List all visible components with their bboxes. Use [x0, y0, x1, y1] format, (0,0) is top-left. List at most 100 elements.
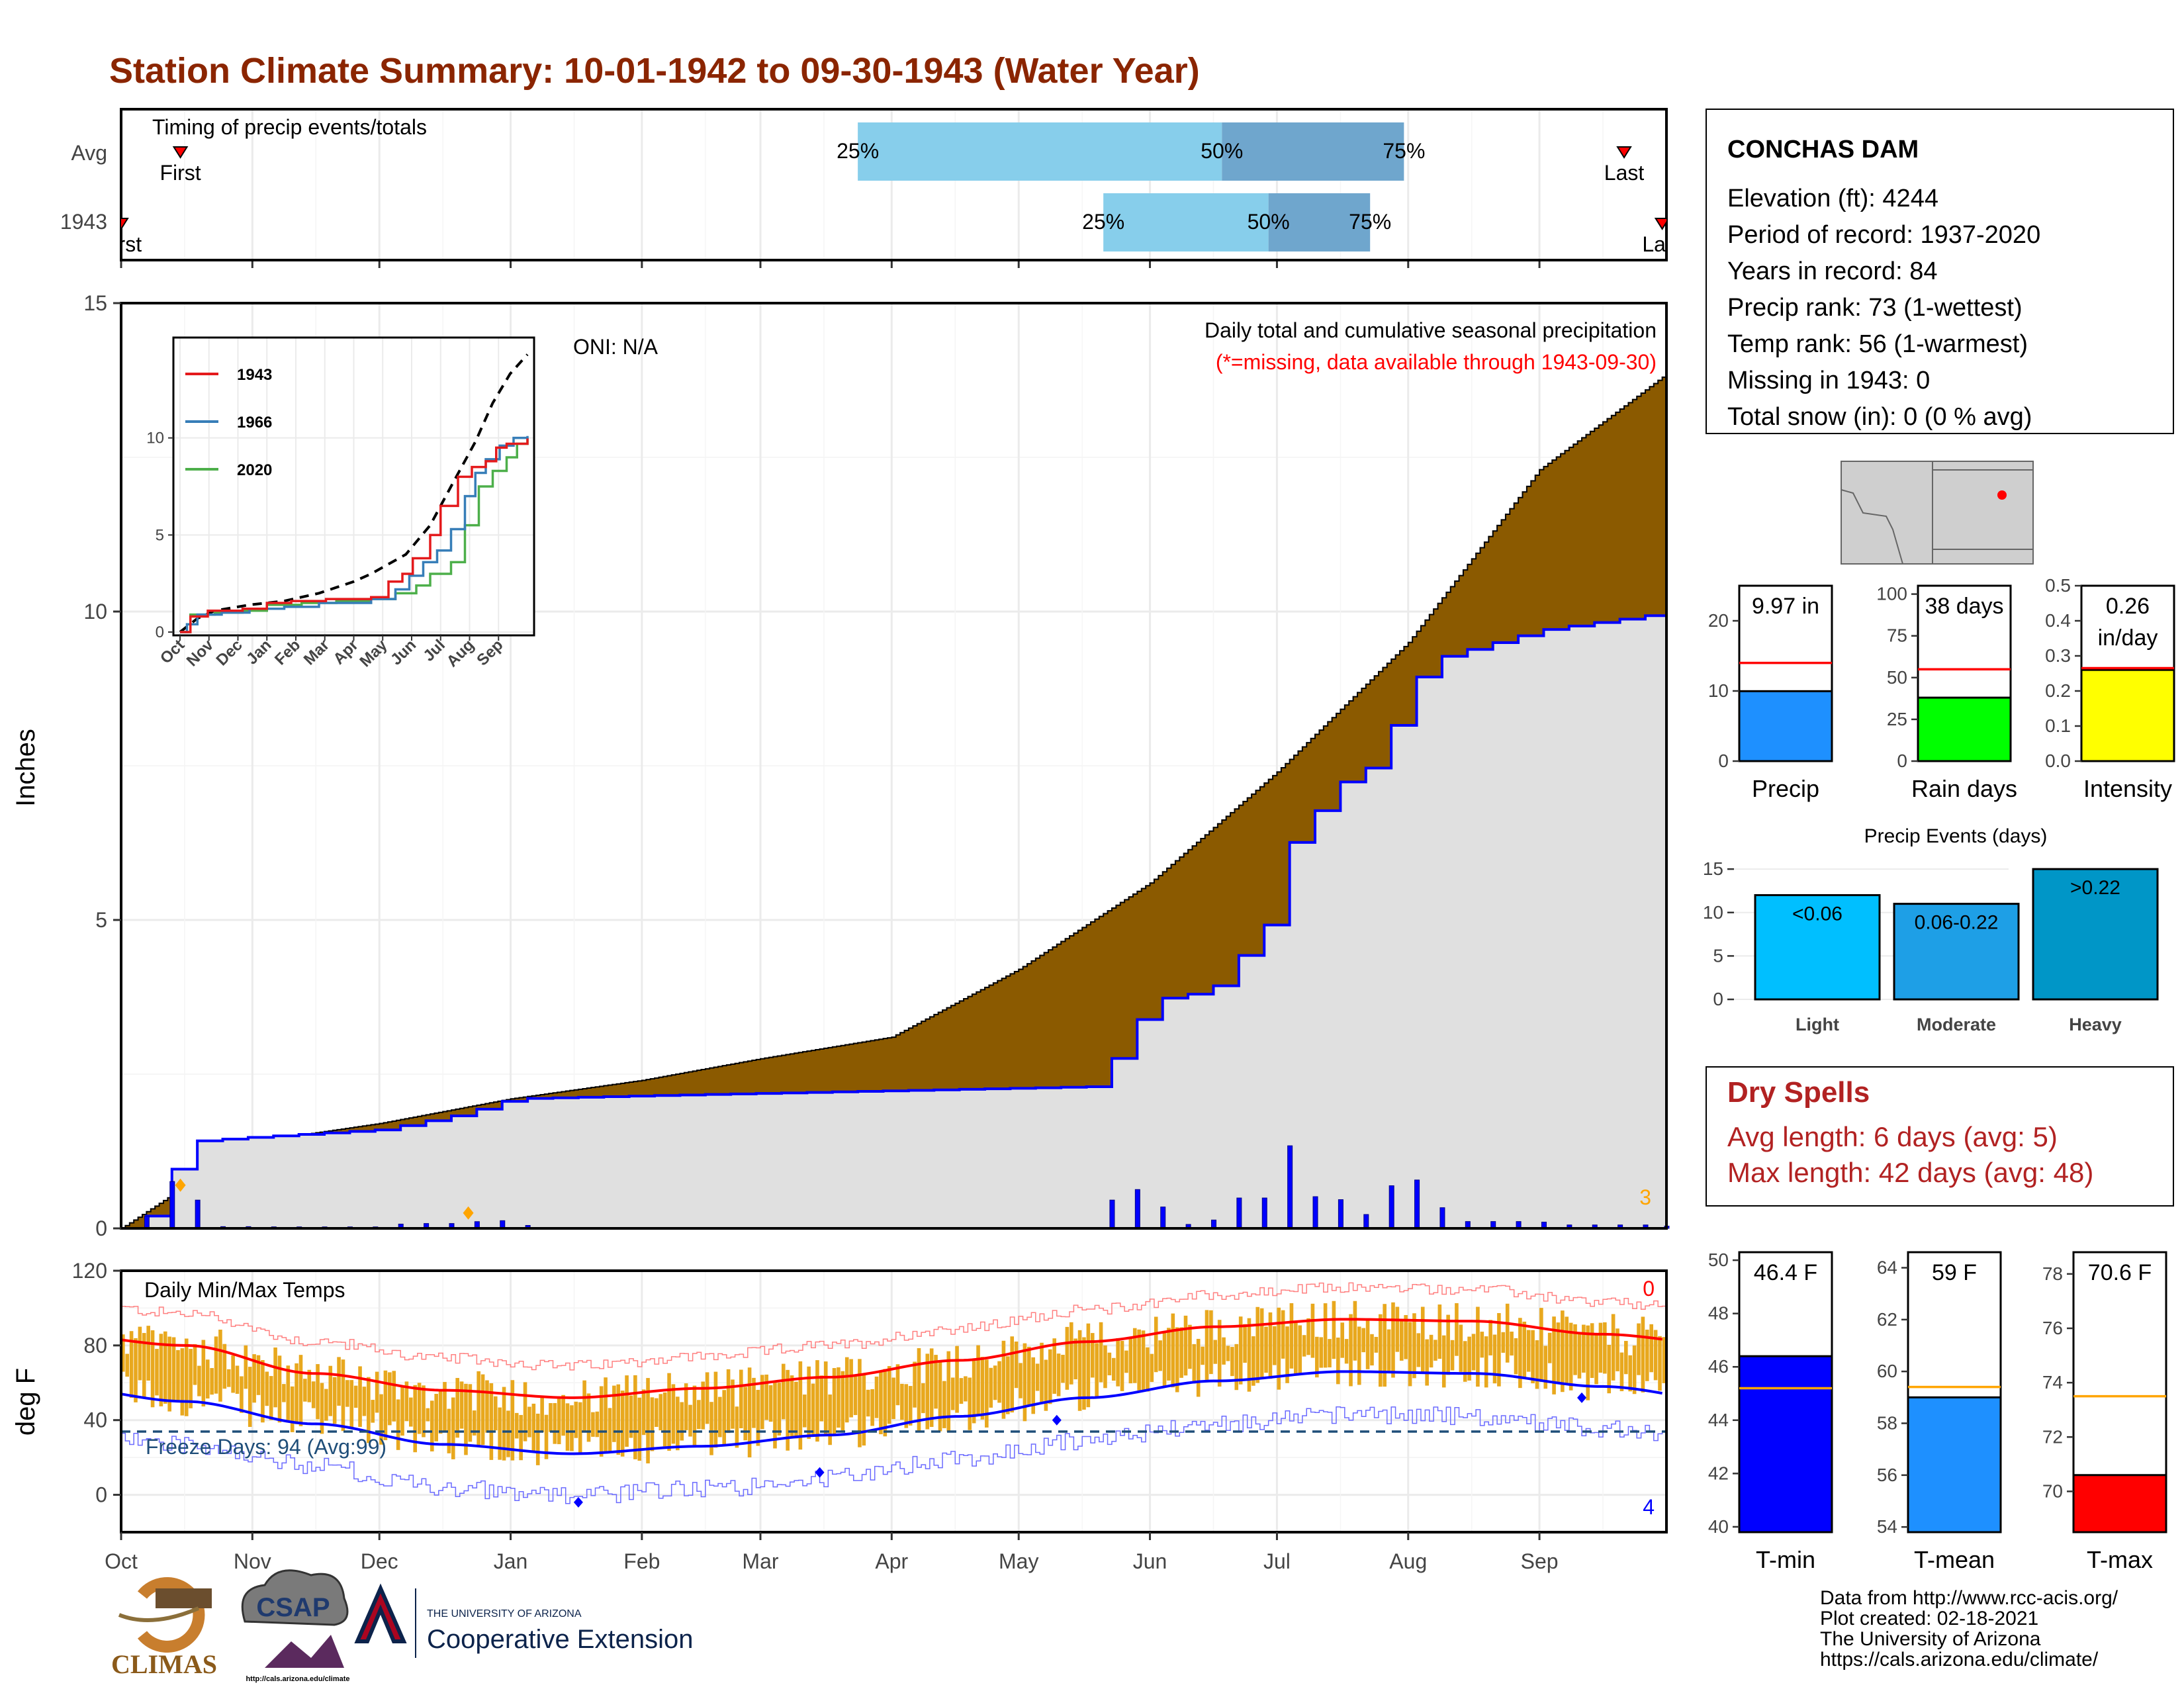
daily-temp-bar: [1624, 1341, 1628, 1375]
daily-precip-bar: [1109, 1199, 1115, 1229]
timing-q50-label: 50%: [1201, 139, 1243, 163]
timing-last-marker: [1654, 218, 1666, 230]
daily-temp-bar: [1361, 1328, 1365, 1353]
daily-temp-bar: [790, 1375, 794, 1437]
daily-temp-bar: [1162, 1331, 1167, 1387]
events-bar-label: Heavy: [2069, 1015, 2122, 1034]
daily-temp-bar: [1158, 1340, 1162, 1371]
daily-temp-bar: [506, 1410, 510, 1457]
daily-temp-bar: [514, 1412, 519, 1439]
month-label: May: [999, 1549, 1038, 1573]
daily-temp-bar: [298, 1355, 303, 1426]
daily-temp-bar: [637, 1397, 642, 1461]
csap-logo: CSAP http://cals.arizona.edu/climate: [241, 1569, 350, 1683]
temp-panel: Daily Min/Max Temps Freeze Days: 94 (Avg…: [11, 1259, 1668, 1573]
station-line: Missing in 1943: 0: [1727, 367, 1930, 394]
events-bar-tag: <0.06: [1792, 903, 1843, 925]
daily-temp-bar: [620, 1391, 625, 1457]
daily-temp-bar: [146, 1326, 150, 1381]
events-ytick-label: 15: [1703, 858, 1723, 879]
timing-first-label: First: [159, 161, 201, 185]
tmin-ytick-label: 50: [1708, 1250, 1729, 1270]
daily-temp-bar: [261, 1360, 265, 1423]
daily-temp-bar: [1027, 1346, 1031, 1406]
daily-temp-bar: [1459, 1324, 1463, 1372]
daily-temp-bar: [430, 1400, 434, 1451]
inset-legend-label: 1943: [237, 366, 272, 384]
tmax-value-label: 70.6 F: [2088, 1260, 2152, 1285]
daily-temp-bar: [1615, 1328, 1619, 1371]
daily-temp-bar: [1395, 1306, 1400, 1352]
events-bar-label: Moderate: [1917, 1015, 1996, 1034]
daily-temp-bar: [540, 1395, 544, 1433]
inset-legend-label: 2020: [237, 461, 272, 479]
ua-bottom-text: Cooperative Extension: [427, 1625, 693, 1654]
daily-temp-bar: [129, 1331, 134, 1398]
daily-temp-bar: [976, 1345, 980, 1416]
timing-row-1943-label: 1943: [60, 210, 107, 234]
daily-temp-bar: [608, 1408, 612, 1453]
daily-temp-bar: [1365, 1319, 1370, 1369]
daily-temp-bar: [553, 1402, 557, 1444]
daily-precip-bar: [1261, 1197, 1267, 1229]
daily-temp-bar: [1183, 1315, 1188, 1376]
daily-temp-bar: [1441, 1335, 1446, 1388]
daily-temp-bar: [1547, 1332, 1552, 1363]
footer-line: Data from http://www.rcc-acis.org/: [1820, 1587, 2118, 1609]
daily-temp-bar: [1285, 1326, 1289, 1383]
daily-temp-bar: [726, 1369, 731, 1434]
daily-temp-bar: [819, 1375, 824, 1422]
station-line: Period of record: 1937-2020: [1727, 221, 2040, 249]
daily-temp-bar: [1598, 1322, 1603, 1373]
timing-q-dark-1943: [1268, 193, 1371, 251]
daily-temp-bar: [964, 1376, 968, 1402]
daily-temp-bar: [671, 1384, 676, 1444]
daily-temp-bar: [1429, 1334, 1433, 1368]
daily-precip-bar: [1363, 1214, 1369, 1229]
daily-temp-bar: [404, 1381, 409, 1422]
tmin-bar: [1738, 1355, 1833, 1533]
precip-ytick-label: 5: [95, 908, 107, 932]
temp-ytick-label: 0: [95, 1483, 107, 1507]
daily-temp-bar: [1099, 1322, 1103, 1383]
temp-label: Daily Min/Max Temps: [144, 1278, 345, 1302]
daily-temp-bar: [214, 1336, 218, 1394]
daily-temp-bar: [1332, 1301, 1336, 1359]
daily-temp-bar: [1569, 1322, 1573, 1391]
tmax-title: T-max: [2087, 1546, 2153, 1573]
daily-temp-bar: [1213, 1340, 1218, 1364]
dry-spells-box: Dry Spells Avg length: 6 days (avg: 5) M…: [1706, 1066, 2174, 1207]
timing-first-marker: [172, 146, 189, 159]
daily-temp-bar: [493, 1396, 498, 1431]
daily-temp-bar: [332, 1377, 337, 1424]
daily-temp-bar: [925, 1353, 930, 1430]
station-location-dot: [1997, 490, 2007, 500]
daily-temp-bar: [904, 1384, 909, 1428]
daily-temp-bar: [1586, 1325, 1590, 1400]
daily-temp-bar: [701, 1381, 705, 1430]
daily-temp-bar: [565, 1403, 570, 1451]
daily-temp-bar: [1281, 1310, 1285, 1359]
events-bar-tag: >0.22: [2070, 877, 2120, 899]
daily-temp-bar: [1653, 1330, 1658, 1381]
daily-temp-bar: [155, 1349, 159, 1396]
daily-temp-bar: [993, 1365, 997, 1400]
dry-spells-avg: Avg length: 6 days (avg: 5): [1727, 1121, 2058, 1152]
temp-ytick-label: 80: [83, 1334, 107, 1357]
inset-avg-dashed: [179, 353, 529, 633]
daily-temp-bar: [768, 1385, 773, 1422]
daily-temp-bar: [934, 1355, 938, 1409]
daily-temp-bar: [523, 1382, 527, 1441]
daily-temp-bar: [908, 1386, 913, 1426]
timing-q75-label: 75%: [1383, 139, 1425, 163]
station-line: Total snow (in): 0 (0 % avg): [1727, 403, 2032, 431]
daily-temp-bar: [1141, 1330, 1146, 1390]
daily-temp-bar: [1065, 1326, 1069, 1390]
daily-temp-bar: [472, 1410, 477, 1436]
daily-temp-bar: [244, 1345, 248, 1389]
daily-temp-bar: [938, 1360, 942, 1432]
daily-temp-bar: [1344, 1339, 1349, 1364]
tmax-ytick-label: 74: [2042, 1372, 2063, 1393]
csap-url: http://cals.arizona.edu/climate: [246, 1675, 349, 1683]
daily-temp-bar: [121, 1334, 125, 1372]
